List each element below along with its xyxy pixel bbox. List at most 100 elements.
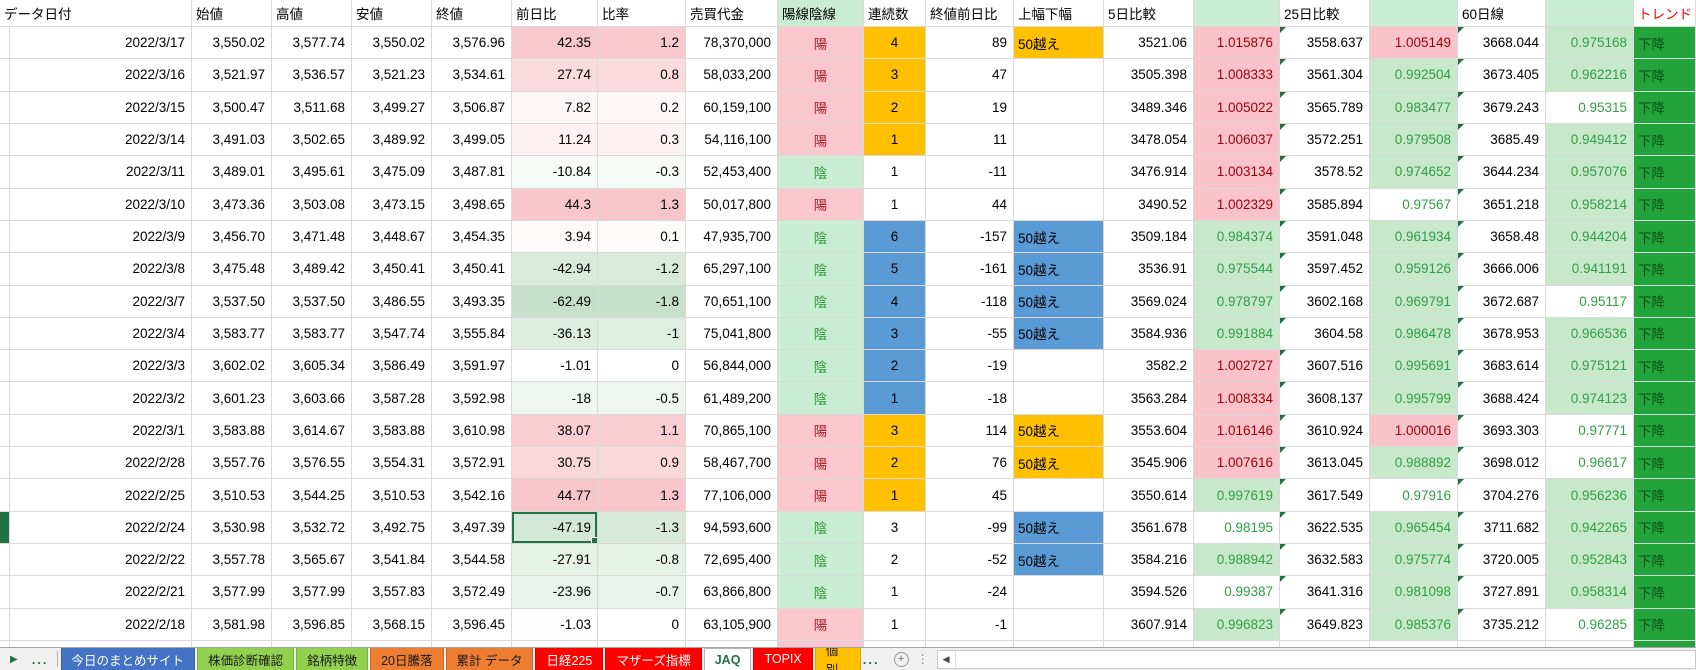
cell-r60[interactable]: 0.975168 [1546, 27, 1634, 60]
cell-candle[interactable]: 陰 [778, 576, 864, 609]
sheet-tab-5[interactable]: 累計 データ [445, 648, 534, 670]
cell-cdiff[interactable]: 89 [926, 27, 1014, 60]
cell-r25[interactable]: 0.981098 [1370, 576, 1458, 609]
row-indicator[interactable] [0, 220, 10, 254]
cell-date[interactable]: 2022/3/8 [10, 253, 192, 286]
cell-chg[interactable]: 11.24 [512, 123, 598, 157]
cell-pct[interactable]: -0.5 [598, 382, 686, 415]
cell-close[interactable]: 3,450.41 [432, 253, 512, 286]
cell-date[interactable]: 2022/2/21 [10, 576, 192, 609]
cell-d5[interactable]: 3490.52 [1104, 188, 1194, 221]
cell-chg[interactable]: -47.19 [512, 511, 598, 544]
cell-r60[interactable]: 0.941191 [1546, 253, 1634, 286]
cell-low[interactable]: 3,583.88 [352, 414, 432, 448]
column-header-r60[interactable] [1546, 0, 1634, 27]
cell-value[interactable]: 75,041,800 [686, 317, 778, 351]
cell-r5[interactable]: 0.997619 [1194, 479, 1280, 512]
cell-r25[interactable]: 0.959126 [1370, 253, 1458, 286]
cell-close[interactable]: 3,542.16 [432, 479, 512, 512]
row-indicator[interactable] [0, 447, 10, 480]
cell-d60[interactable]: 3720.005 [1458, 544, 1546, 577]
cell-high[interactable]: 3,605.34 [272, 350, 352, 383]
cell-trend[interactable]: 下降 [1634, 317, 1696, 351]
cell-value[interactable]: 63,866,800 [686, 576, 778, 609]
cell-open[interactable]: 3,577.99 [192, 576, 272, 609]
cell-trend[interactable]: 下降 [1634, 350, 1696, 383]
cell-close[interactable]: 3,591.97 [432, 350, 512, 383]
cell-open[interactable]: 3,557.78 [192, 544, 272, 577]
cell-open[interactable]: 3,475.48 [192, 253, 272, 286]
cell-close[interactable]: 3,506.87 [432, 91, 512, 124]
cell-pct[interactable]: 1.3 [598, 188, 686, 221]
cell-pct[interactable]: 0 [598, 608, 686, 641]
cell-trend[interactable]: 下降 [1634, 253, 1696, 286]
cell-r25[interactable]: 0.995799 [1370, 382, 1458, 415]
cell-range50[interactable] [1014, 156, 1104, 189]
cell-low[interactable]: 3,448.67 [352, 220, 432, 254]
cell-d5[interactable]: 3553.604 [1104, 414, 1194, 448]
sheet-tab-1[interactable]: 今日のまとめサイト [60, 648, 196, 670]
cell-chg[interactable]: -62.49 [512, 285, 598, 318]
cell-value[interactable]: 56,844,000 [686, 350, 778, 383]
cell-r60[interactable]: 0.942265 [1546, 511, 1634, 544]
column-header-d25[interactable]: 25日比較 [1280, 0, 1370, 27]
cell-d5[interactable]: 3545.906 [1104, 447, 1194, 480]
cell-low[interactable]: 3,473.15 [352, 188, 432, 221]
cell-candle[interactable]: 陽 [778, 59, 864, 92]
cell-pct[interactable]: -0.7 [598, 576, 686, 609]
cell-chg[interactable]: 38.07 [512, 414, 598, 448]
cell-d5[interactable] [1104, 640, 1194, 647]
cell-d60[interactable]: 3688.424 [1458, 382, 1546, 415]
cell-r5[interactable]: 1.006037 [1194, 123, 1280, 157]
cell-range50[interactable]: 50越え [1014, 414, 1104, 448]
cell-d5[interactable]: 3505.398 [1104, 59, 1194, 92]
cell-value[interactable]: 61,489,200 [686, 382, 778, 415]
cell-pct[interactable]: 1.3 [598, 479, 686, 512]
cell-r25[interactable]: 0.983477 [1370, 91, 1458, 124]
cell-candle[interactable]: 陽 [778, 188, 864, 221]
cell-high[interactable]: 3,577.99 [272, 576, 352, 609]
cell-chg[interactable]: 7.82 [512, 91, 598, 124]
cell-streak[interactable]: 1 [864, 382, 926, 415]
cell-range50[interactable] [1014, 608, 1104, 641]
cell-chg[interactable]: -36.13 [512, 317, 598, 351]
cell-pct[interactable]: -1.2 [598, 253, 686, 286]
row-indicator[interactable] [0, 27, 10, 60]
cell-r25[interactable]: 0.961934 [1370, 220, 1458, 254]
cell-chg[interactable]: -10.84 [512, 156, 598, 189]
cell-d25[interactable]: 3613.045 [1280, 447, 1370, 480]
cell-high[interactable]: 3,596.85 [272, 608, 352, 641]
cell-chg[interactable]: 3.94 [512, 220, 598, 254]
horizontal-scrollbar[interactable]: ◀ [936, 649, 1696, 669]
cell-high[interactable]: 3,511.68 [272, 91, 352, 124]
cell-high[interactable]: 3,583.77 [272, 317, 352, 351]
cell-cdiff[interactable]: 45 [926, 479, 1014, 512]
cell-r60[interactable]: 0.958314 [1546, 576, 1634, 609]
cell-value[interactable]: 77,106,000 [686, 479, 778, 512]
sheet-tab-3[interactable]: 銘柄特徴 [296, 648, 369, 670]
column-header-trend[interactable]: トレンド [1634, 0, 1696, 27]
sheet-tab-7[interactable]: マザーズ指標 [605, 648, 702, 670]
cell-range50[interactable] [1014, 350, 1104, 383]
cell-low[interactable]: 3,486.55 [352, 285, 432, 318]
cell-candle[interactable]: 陰 [778, 156, 864, 189]
cell-candle[interactable]: 陰 [778, 350, 864, 383]
cell-d60[interactable]: 3698.012 [1458, 447, 1546, 480]
cell-streak[interactable]: 6 [864, 220, 926, 254]
cell-r5[interactable]: 0.996823 [1194, 608, 1280, 641]
cell-high[interactable]: 3,489.42 [272, 253, 352, 286]
cell-high[interactable]: 3,614.67 [272, 414, 352, 448]
cell-open[interactable]: 3,537.50 [192, 285, 272, 318]
row-indicator[interactable] [0, 188, 10, 221]
cell-cdiff[interactable]: 19 [926, 91, 1014, 124]
cell-r25[interactable]: 0.965454 [1370, 511, 1458, 544]
cell-d60[interactable]: 3678.953 [1458, 317, 1546, 351]
cell-d25[interactable]: 3585.894 [1280, 188, 1370, 221]
cell-trend[interactable]: 下降 [1634, 285, 1696, 318]
cell-r25[interactable] [1370, 640, 1458, 647]
cell-date[interactable]: 2022/3/7 [10, 285, 192, 318]
cell-d5[interactable]: 3478.054 [1104, 123, 1194, 157]
cell-d60[interactable] [1458, 640, 1546, 647]
cell-cdiff[interactable]: 114 [926, 414, 1014, 448]
cell-d5[interactable]: 3584.216 [1104, 544, 1194, 577]
